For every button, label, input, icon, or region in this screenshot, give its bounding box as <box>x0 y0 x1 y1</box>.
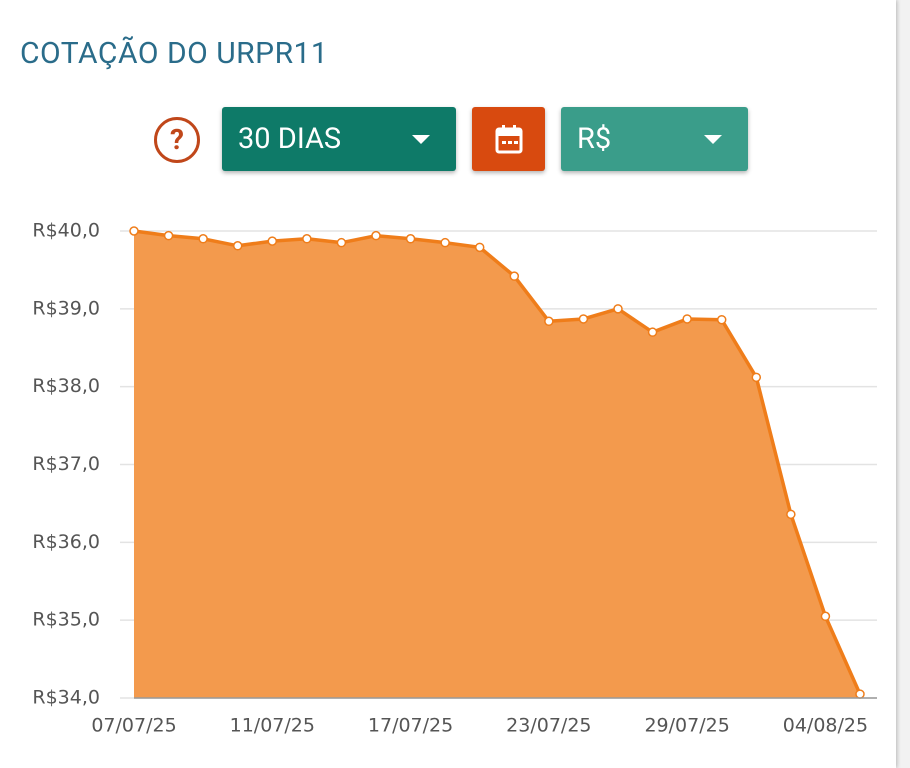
point <box>716 314 727 325</box>
point <box>820 611 831 622</box>
point <box>544 316 554 327</box>
point <box>786 509 796 520</box>
point <box>198 234 208 244</box>
point <box>371 230 381 241</box>
point <box>163 230 174 241</box>
point <box>474 242 485 253</box>
point <box>751 372 762 383</box>
caret <box>704 135 722 144</box>
period-label: 30 DIAS <box>238 122 342 156</box>
line <box>133 229 862 695</box>
x-tick-label: 07/07/25 <box>91 715 176 737</box>
help-button[interactable]: ? <box>154 117 200 163</box>
y-tick-label: R$40,0 <box>32 220 100 242</box>
point <box>647 327 658 337</box>
x-tick-label: 11/07/25 <box>230 715 315 737</box>
calendar-icon <box>495 125 522 154</box>
point <box>302 234 312 244</box>
x-tick-label: 29/07/25 <box>644 715 729 737</box>
area <box>134 231 860 698</box>
y-tick-label: R$38,0 <box>32 375 100 397</box>
point <box>440 237 450 248</box>
point <box>405 234 416 244</box>
point <box>232 241 243 251</box>
x-tick-label: 23/07/25 <box>506 715 591 737</box>
point <box>336 237 347 248</box>
x-tick-label: 17/07/25 <box>368 715 453 737</box>
calendar-button[interactable] <box>472 107 545 171</box>
point <box>855 689 865 699</box>
period-select[interactable]: 30 DIAS <box>222 107 456 171</box>
y-tick-label: R$39,0 <box>32 297 100 319</box>
y-tick-label: R$37,0 <box>32 453 100 475</box>
point <box>129 226 139 236</box>
caret <box>412 135 430 144</box>
point <box>267 236 278 246</box>
point <box>682 314 692 324</box>
y-tick-label: R$36,0 <box>32 531 100 553</box>
currency-label: R$ <box>577 122 612 156</box>
y-tick-label: R$35,0 <box>32 609 100 631</box>
currency-select[interactable]: R$ <box>561 107 748 171</box>
y-tick-label: R$34,0 <box>32 687 100 709</box>
point <box>578 314 589 324</box>
title: COTAÇÃO DO URPR11 <box>20 36 329 71</box>
point <box>509 271 520 281</box>
point <box>613 304 623 314</box>
x-tick-label: 04/08/25 <box>783 715 868 737</box>
